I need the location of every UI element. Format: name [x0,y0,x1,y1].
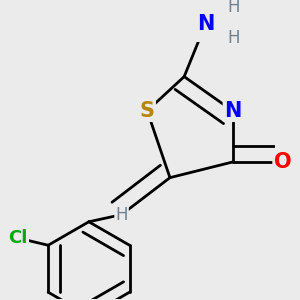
Text: O: O [274,152,291,172]
Text: H: H [228,28,240,46]
Text: S: S [140,101,155,121]
Text: H: H [115,206,128,224]
Text: Cl: Cl [9,229,28,247]
Text: H: H [228,0,240,16]
Text: N: N [197,14,214,34]
Text: N: N [224,101,241,121]
